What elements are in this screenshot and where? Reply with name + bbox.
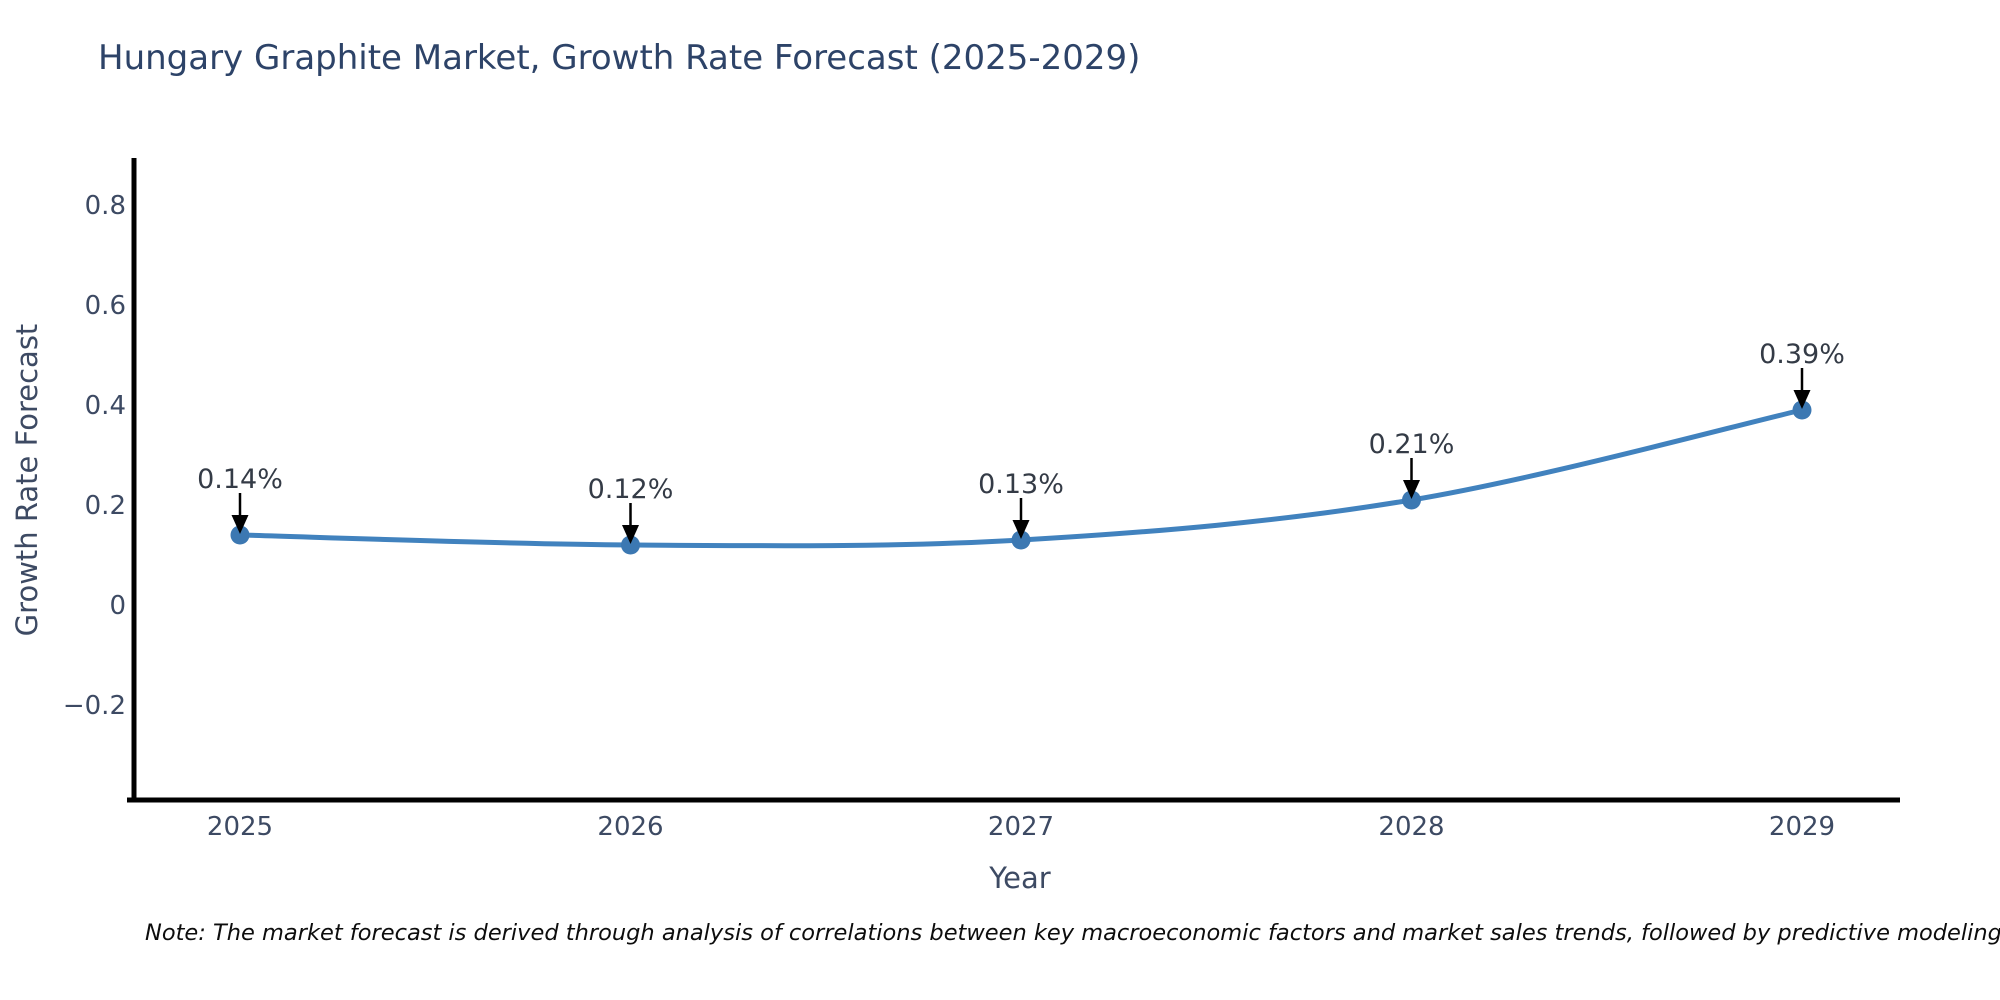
y-tick-label: 0.8 xyxy=(85,191,126,221)
annotation-arrow-head xyxy=(1403,480,1420,499)
y-tick-label: 0.4 xyxy=(85,391,126,421)
point-annotation-label: 0.14% xyxy=(197,464,283,495)
annotation-arrow-head xyxy=(1012,520,1030,539)
footnote: Note: The market forecast is derived thr… xyxy=(145,920,2000,946)
data-point-marker xyxy=(230,525,250,545)
x-axis-title: Year xyxy=(989,861,1051,895)
data-point-marker xyxy=(621,535,640,555)
x-tick-label: 2027 xyxy=(988,812,1054,842)
x-tick-label: 2028 xyxy=(1378,812,1444,842)
annotation-arrow-head xyxy=(1793,390,1811,409)
y-tick-label: 0.2 xyxy=(85,491,126,521)
point-annotation-label: 0.21% xyxy=(1369,429,1455,460)
y-axis-spine xyxy=(131,158,137,803)
annotation-arrow-head xyxy=(622,525,639,544)
x-tick-label: 2029 xyxy=(1769,812,1835,842)
chart-title: Hungary Graphite Market, Growth Rate For… xyxy=(98,38,1141,78)
data-point-marker xyxy=(1402,490,1421,510)
point-annotation-label: 0.39% xyxy=(1759,339,1845,370)
x-axis-spine xyxy=(127,797,1900,803)
annotation-arrow-head xyxy=(231,515,249,534)
x-tick-label: 2025 xyxy=(207,812,273,842)
point-annotation-label: 0.12% xyxy=(588,474,674,505)
point-annotation-label: 0.13% xyxy=(978,469,1064,500)
y-tick-label: 0.6 xyxy=(85,291,126,321)
y-tick-label: −0.2 xyxy=(63,691,126,721)
x-tick-label: 2026 xyxy=(597,812,663,842)
y-tick-label: 0 xyxy=(109,591,126,621)
data-point-marker xyxy=(1011,530,1031,550)
y-axis-title: Growth Rate Forecast xyxy=(10,323,44,637)
data-point-marker xyxy=(1792,400,1812,420)
